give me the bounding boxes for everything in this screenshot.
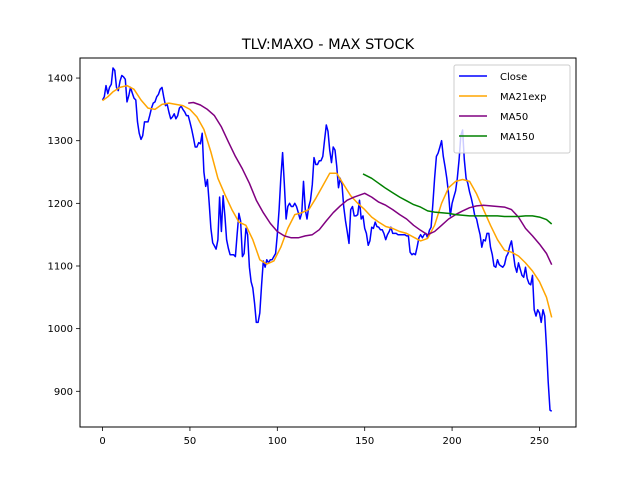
- y-axis: 900 1000 1100 1200 1300 1400: [48, 74, 80, 398]
- x-axis: 0 50 100 150 200 250: [99, 427, 549, 447]
- y-tick-label: 1100: [48, 261, 73, 272]
- legend-label-close: Close: [500, 72, 527, 83]
- chart-title: TLV:MAXO - MAX STOCK: [241, 37, 415, 53]
- series-line-ma150: [362, 173, 553, 225]
- series-line-ma50: [188, 101, 553, 266]
- legend-label-ma50: MA50: [500, 112, 528, 123]
- x-tick-label: 150: [355, 436, 374, 447]
- legend-label-ma150: MA150: [500, 132, 535, 143]
- x-tick-label: 50: [184, 436, 197, 447]
- series-layer: [101, 67, 553, 412]
- y-tick-label: 1400: [48, 74, 73, 85]
- series-line-ma21exp: [102, 84, 553, 318]
- legend: Close MA21exp MA50 MA150: [453, 64, 571, 154]
- y-tick-label: 1300: [48, 136, 73, 147]
- y-tick-label: 1000: [48, 324, 73, 335]
- x-tick-label: 100: [268, 436, 287, 447]
- x-tick-label: 200: [443, 436, 462, 447]
- legend-label-ma21exp: MA21exp: [500, 92, 546, 103]
- plot-area-frame: [79, 57, 577, 428]
- x-tick-label: 0: [99, 436, 105, 447]
- legend-box: [453, 64, 571, 154]
- y-tick-label: 900: [54, 387, 73, 398]
- x-tick-label: 250: [530, 436, 549, 447]
- y-tick-label: 1200: [48, 199, 73, 210]
- series-line-close: [101, 67, 553, 412]
